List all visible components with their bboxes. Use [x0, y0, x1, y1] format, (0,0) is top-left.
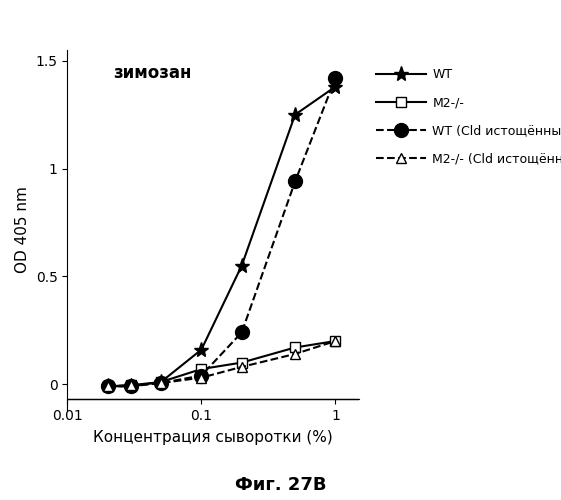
- M2-/- (Cld истощённый): [128, 382, 135, 388]
- WT: [238, 262, 245, 268]
- WT (Cld истощённый): [332, 75, 339, 81]
- WT (Cld истощённый): [128, 384, 135, 390]
- WT: [198, 346, 205, 352]
- WT (Cld истощённый): [292, 178, 298, 184]
- M2-/-: [238, 360, 245, 366]
- M2-/- (Cld истощённый): [332, 338, 339, 344]
- WT (Cld истощённый): [104, 384, 111, 390]
- WT (Cld истощённый): [198, 372, 205, 378]
- Text: Фиг. 27B: Фиг. 27B: [234, 476, 327, 494]
- WT: [128, 384, 135, 390]
- M2-/- (Cld истощённый): [198, 374, 205, 380]
- WT (Cld истощённый): [238, 330, 245, 336]
- WT: [104, 384, 111, 390]
- Line: WT (Cld истощённый): WT (Cld истощённый): [101, 71, 342, 393]
- Line: WT: WT: [100, 79, 343, 394]
- M2-/-: [198, 366, 205, 372]
- M2-/- (Cld истощённый): [104, 384, 111, 390]
- M2-/- (Cld истощённый): [158, 380, 164, 386]
- Text: зимозан: зимозан: [113, 64, 192, 82]
- Line: M2-/- (Cld истощённый): M2-/- (Cld истощённый): [103, 336, 341, 391]
- M2-/-: [128, 382, 135, 388]
- M2-/-: [104, 384, 111, 390]
- Line: M2-/-: M2-/-: [103, 336, 341, 391]
- Legend: WT, M2-/-, WT (Cld истощённый), M2-/- (Cld истощённый): WT, M2-/-, WT (Cld истощённый), M2-/- (C…: [371, 64, 561, 170]
- WT: [158, 379, 164, 385]
- M2-/-: [158, 379, 164, 385]
- M2-/- (Cld истощённый): [292, 351, 298, 357]
- WT (Cld истощённый): [158, 380, 164, 386]
- M2-/-: [292, 344, 298, 350]
- WT: [292, 112, 298, 117]
- Y-axis label: OD 405 nm: OD 405 nm: [15, 186, 30, 274]
- WT: [332, 84, 339, 89]
- M2-/-: [332, 338, 339, 344]
- X-axis label: Концентрация сыворотки (%): Концентрация сыворотки (%): [93, 430, 333, 445]
- M2-/- (Cld истощённый): [238, 364, 245, 370]
